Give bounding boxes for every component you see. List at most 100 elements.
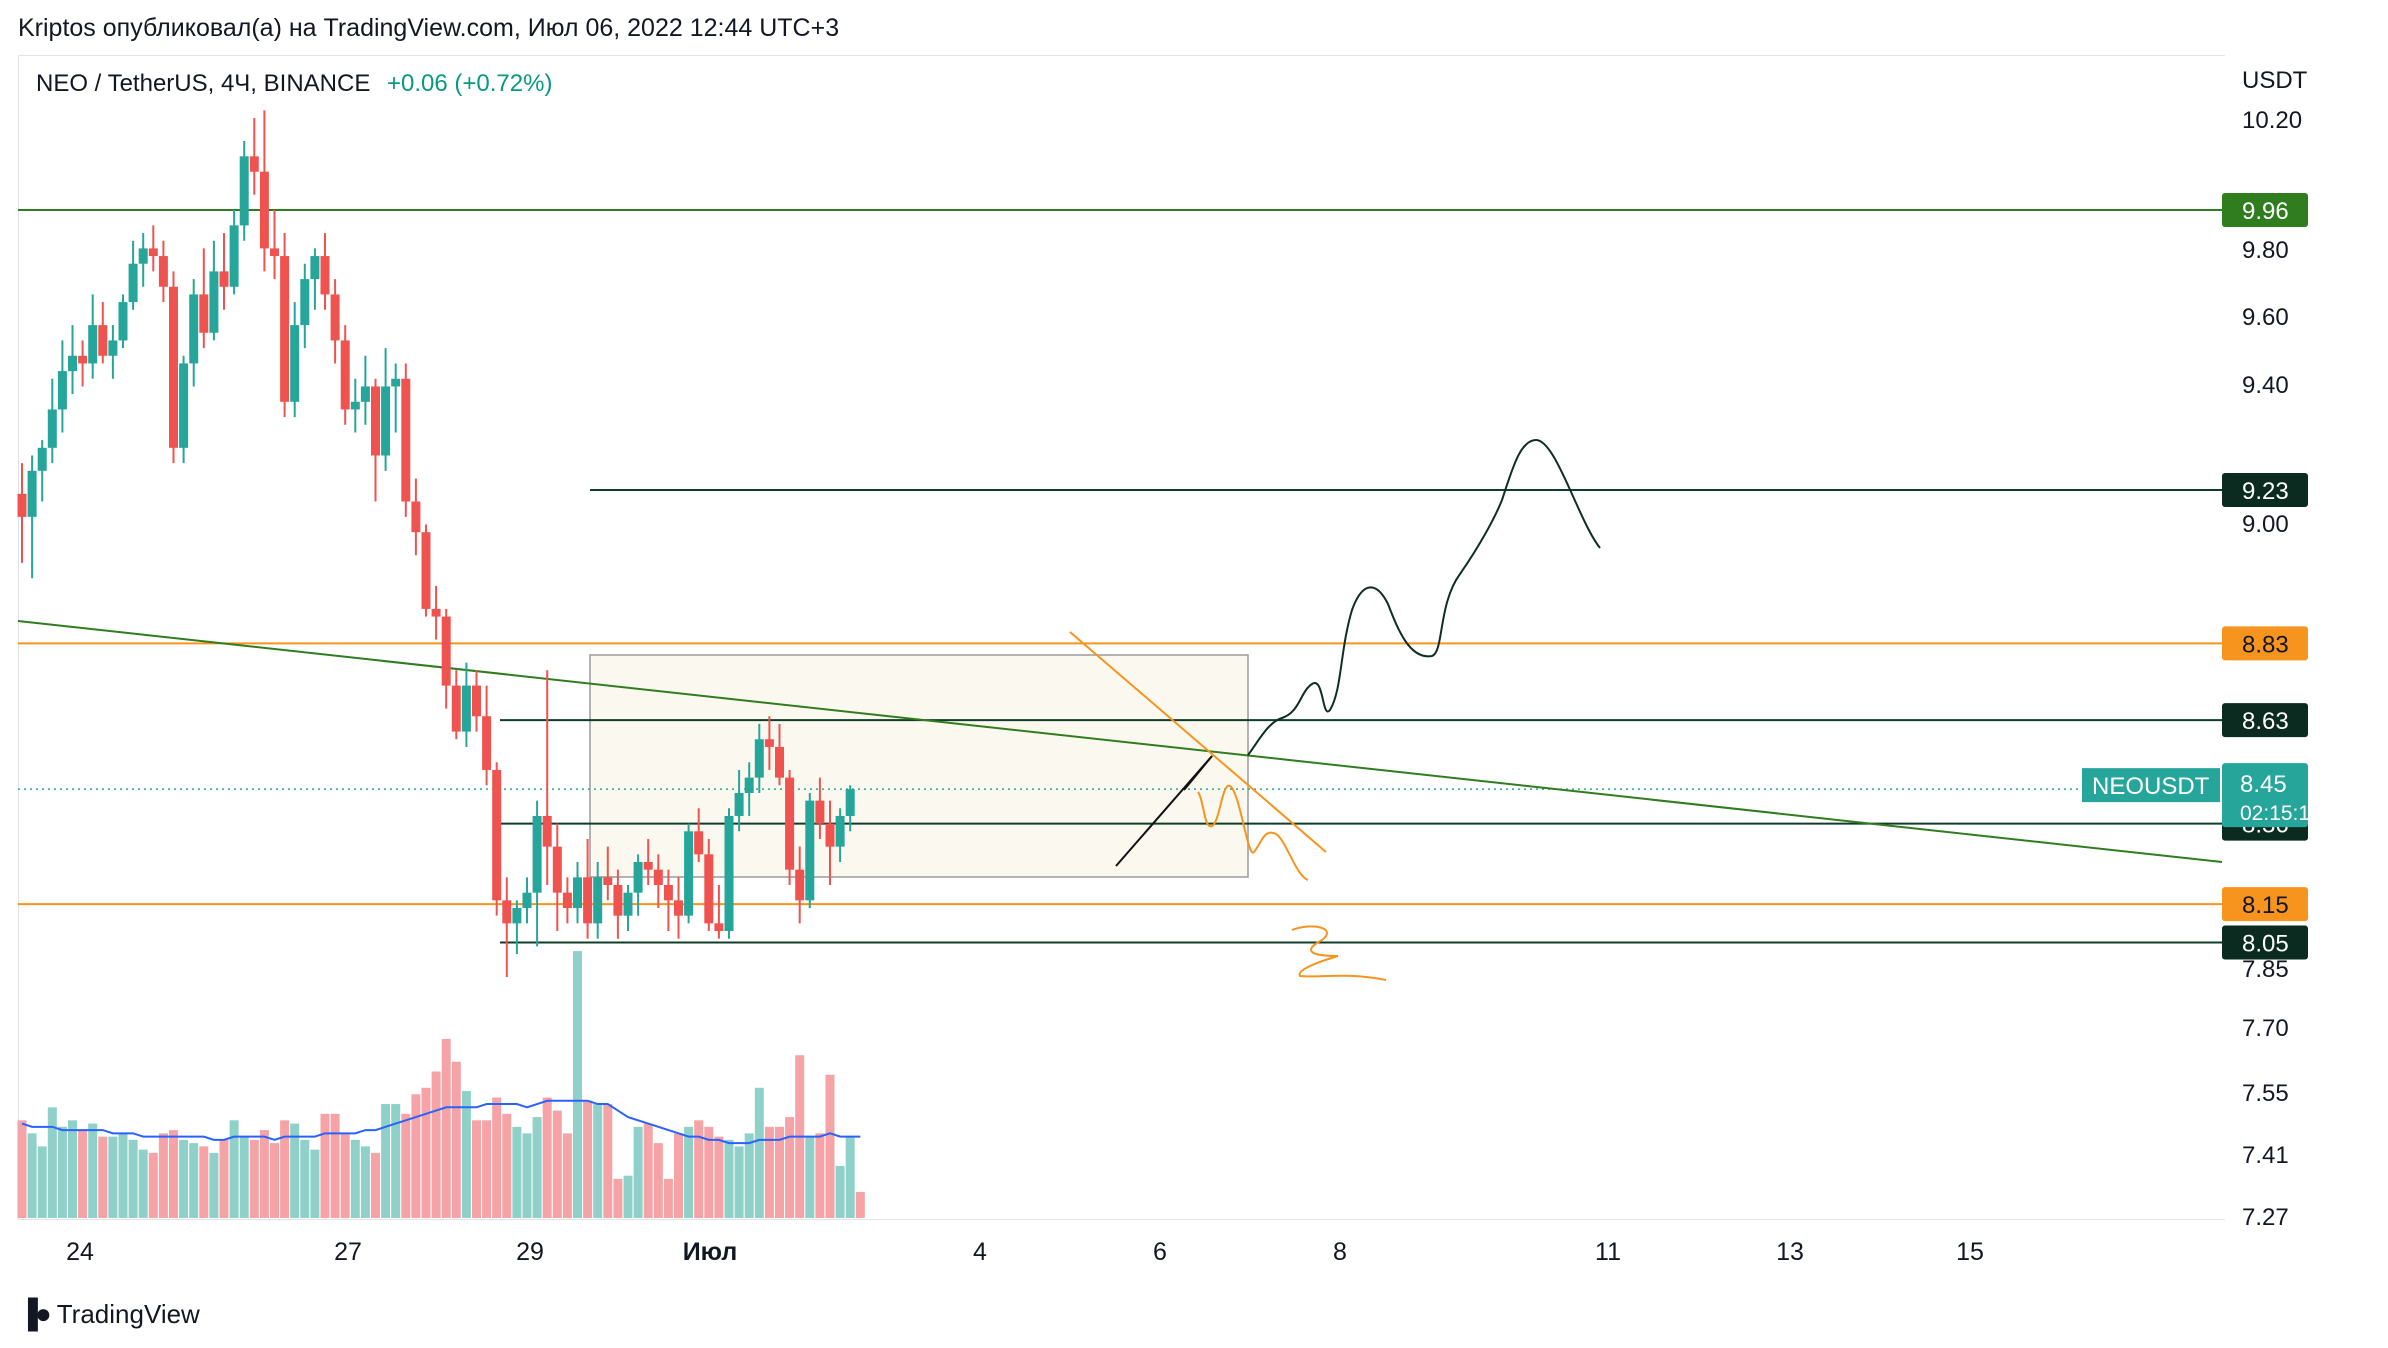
volume-bar <box>330 1113 340 1218</box>
volume-bar <box>744 1133 754 1218</box>
candle-body <box>37 447 47 471</box>
candle-body <box>158 256 168 287</box>
volume-ma-line <box>21 1099 861 1145</box>
drawings <box>1069 438 1601 981</box>
price-tick: 7.70 <box>2242 1015 2289 1042</box>
price-label-bg <box>2222 193 2308 228</box>
candle-body <box>472 685 481 717</box>
candle-body <box>179 363 189 448</box>
candle-body <box>108 340 118 356</box>
price-label: 8.63 <box>2242 708 2289 735</box>
candle-body <box>209 271 219 333</box>
chart-frame[interactable] <box>18 55 2225 1220</box>
tradingview-logo[interactable]: ▐● TradingView <box>18 1298 200 1330</box>
candle-body <box>411 501 421 533</box>
price-label: 9.23 <box>2242 478 2289 505</box>
price-label: 9.96 <box>2242 198 2289 225</box>
volume-bar <box>754 1087 764 1218</box>
volume-bar <box>431 1071 441 1218</box>
volume-bar <box>694 1120 704 1218</box>
price-label: 8.05 <box>2242 931 2289 958</box>
volume-bar <box>552 1110 562 1218</box>
orange-zigzag <box>1197 784 1309 881</box>
candle-body <box>562 892 572 909</box>
candle-body <box>57 371 67 410</box>
volume-bar <box>68 1120 77 1218</box>
orange-trendline <box>1069 631 1327 853</box>
brand-name: TradingView <box>56 1298 200 1329</box>
volume-bar <box>805 1136 815 1218</box>
candle-body <box>17 493 27 517</box>
volume-bar <box>775 1126 784 1218</box>
candle-body <box>189 294 199 364</box>
price-tick: 9.80 <box>2242 237 2289 264</box>
symbol-label: NEOUSDT <box>2092 773 2210 800</box>
candles <box>17 110 855 978</box>
volume-bar <box>633 1126 643 1218</box>
volume-bar <box>451 1061 461 1218</box>
volume-bar <box>835 1165 845 1218</box>
time-tick: Июл <box>683 1238 738 1266</box>
price-label: 8.15 <box>2242 892 2289 919</box>
volume-bar <box>391 1104 401 1218</box>
candle-body <box>724 815 734 932</box>
time-tick: 15 <box>1956 1238 1984 1266</box>
volume-bar <box>593 1104 603 1218</box>
candle-body <box>573 877 582 909</box>
time-tick: 11 <box>1595 1238 1621 1266</box>
volume-bar <box>461 1091 471 1218</box>
volume-bar <box>169 1130 178 1218</box>
volume-bar <box>249 1139 259 1218</box>
candle-body <box>239 156 249 226</box>
symbol-name: NEO / TetherUS, 4Ч, BINANCE <box>36 70 371 97</box>
candle-body <box>593 877 603 924</box>
candle-body <box>219 271 229 287</box>
candle-body <box>310 256 320 280</box>
volume-bar <box>340 1133 350 1218</box>
candle-body <box>229 225 239 287</box>
projection-path <box>1247 438 1601 756</box>
time-axis: 24 27 29 Июл 4 6 8 11 13 15 <box>66 1238 1984 1266</box>
price-tick: 9.00 <box>2242 511 2289 538</box>
candle-body <box>512 908 522 924</box>
volume-bars <box>17 951 865 1218</box>
wedge-line-upper <box>1183 755 1213 791</box>
candle-body <box>845 789 855 816</box>
candle-body <box>815 800 825 824</box>
volume-bar <box>98 1136 108 1218</box>
last-price-bg <box>2222 763 2308 828</box>
volume-bar <box>663 1178 673 1218</box>
candle-body <box>744 777 754 793</box>
volume-bar <box>472 1120 481 1218</box>
volume-bar <box>57 1126 67 1218</box>
volume-bar <box>371 1152 380 1218</box>
volume-bar <box>219 1139 229 1218</box>
volume-bar <box>441 1038 451 1218</box>
price-label-bg <box>2222 887 2308 922</box>
candle-body <box>68 355 77 372</box>
candle-body <box>583 877 593 924</box>
volume-bar <box>562 1133 572 1218</box>
volume-bar <box>482 1120 492 1218</box>
candle-body <box>27 470 37 517</box>
symbol-legend: NEO / TetherUS, 4Ч, BINANCE +0.06 (+0.72… <box>36 70 552 98</box>
candle-body <box>492 769 502 901</box>
candle-body <box>431 608 441 617</box>
price-change: +0.06 (+0.72%) <box>387 70 553 97</box>
volume-bar <box>27 1133 37 1218</box>
candle-body <box>360 386 370 402</box>
volume-bar <box>270 1143 279 1218</box>
bar-countdown: 02:15:13 <box>2240 802 2322 825</box>
volume-bar <box>815 1133 825 1218</box>
price-label: 8.83 <box>2242 631 2289 658</box>
price-tick: 9.60 <box>2242 304 2289 331</box>
volume-bar <box>724 1139 734 1218</box>
volume-bar <box>310 1149 320 1218</box>
price-axis: USDT10.209.809.609.409.008.208.007.857.7… <box>2242 67 2308 1231</box>
candle-body <box>270 248 279 257</box>
candle-body <box>502 900 512 924</box>
volume-bar <box>421 1087 431 1218</box>
candle-body <box>451 685 461 732</box>
price-tick: 9.40 <box>2242 372 2289 399</box>
